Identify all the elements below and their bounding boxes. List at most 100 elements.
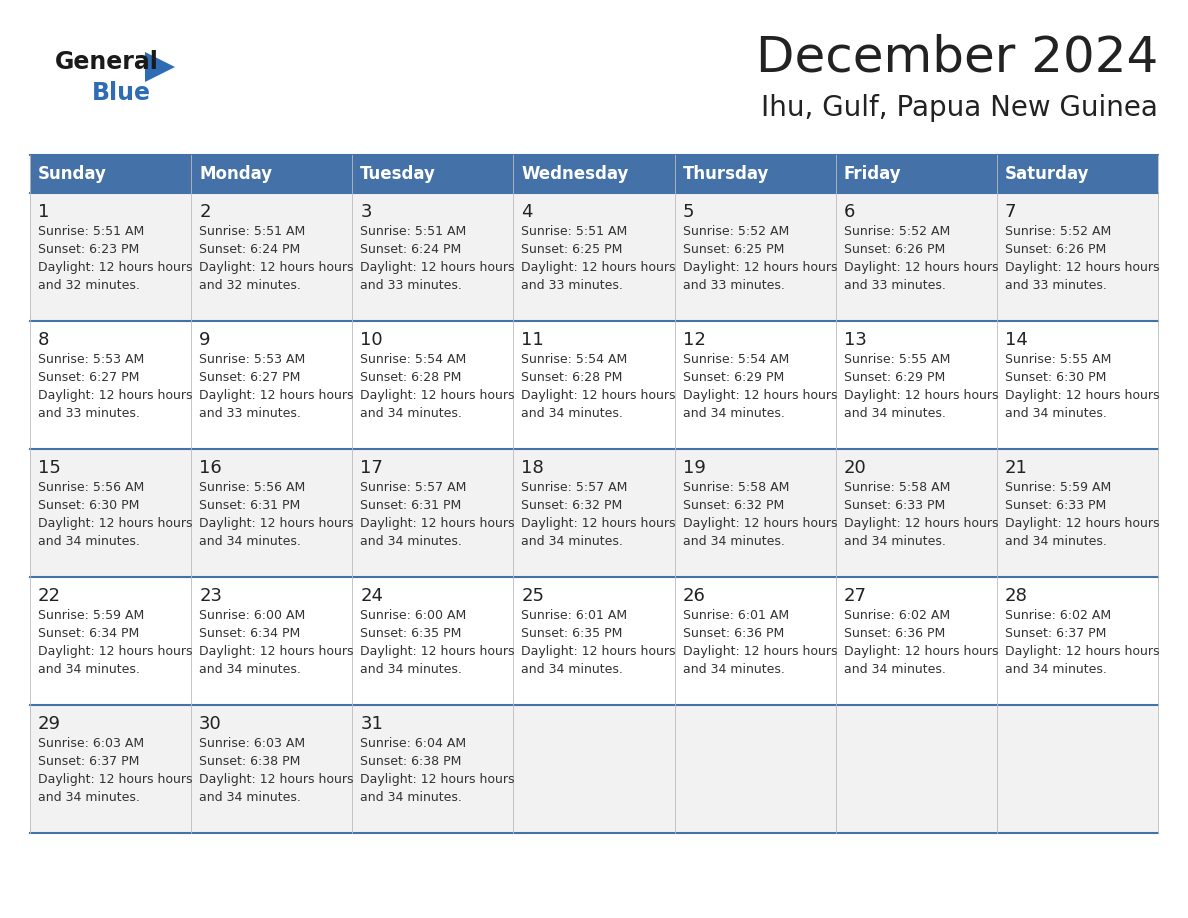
Text: Sunrise: 6:03 AM
Sunset: 6:37 PM
Daylight: 12 hours hours
and 34 minutes.: Sunrise: 6:03 AM Sunset: 6:37 PM Dayligh… bbox=[38, 737, 192, 804]
Text: Ihu, Gulf, Papua New Guinea: Ihu, Gulf, Papua New Guinea bbox=[762, 94, 1158, 122]
Bar bbox=[835, 577, 997, 705]
Text: 8: 8 bbox=[38, 331, 50, 349]
Text: 25: 25 bbox=[522, 587, 544, 605]
Bar bbox=[30, 577, 191, 705]
Text: 30: 30 bbox=[200, 715, 222, 733]
Text: 17: 17 bbox=[360, 459, 384, 477]
Bar bbox=[30, 193, 191, 321]
Bar bbox=[191, 577, 353, 705]
Text: 14: 14 bbox=[1005, 331, 1028, 349]
Bar bbox=[30, 321, 191, 449]
Bar bbox=[675, 705, 835, 833]
Text: Sunrise: 5:55 AM
Sunset: 6:29 PM
Daylight: 12 hours hours
and 34 minutes.: Sunrise: 5:55 AM Sunset: 6:29 PM Dayligh… bbox=[843, 353, 998, 420]
Text: Sunrise: 5:51 AM
Sunset: 6:24 PM
Daylight: 12 hours hours
and 32 minutes.: Sunrise: 5:51 AM Sunset: 6:24 PM Dayligh… bbox=[200, 225, 354, 292]
Bar bbox=[675, 155, 835, 193]
Text: General: General bbox=[55, 50, 159, 74]
Bar bbox=[675, 449, 835, 577]
Bar bbox=[191, 449, 353, 577]
Text: 13: 13 bbox=[843, 331, 866, 349]
Text: Sunrise: 5:56 AM
Sunset: 6:31 PM
Daylight: 12 hours hours
and 34 minutes.: Sunrise: 5:56 AM Sunset: 6:31 PM Dayligh… bbox=[200, 481, 354, 548]
Text: 31: 31 bbox=[360, 715, 384, 733]
Bar bbox=[513, 155, 675, 193]
Text: Sunrise: 6:01 AM
Sunset: 6:36 PM
Daylight: 12 hours hours
and 34 minutes.: Sunrise: 6:01 AM Sunset: 6:36 PM Dayligh… bbox=[683, 609, 838, 676]
Text: Tuesday: Tuesday bbox=[360, 165, 436, 183]
Bar bbox=[30, 705, 191, 833]
Bar bbox=[835, 705, 997, 833]
Text: Sunrise: 5:51 AM
Sunset: 6:25 PM
Daylight: 12 hours hours
and 33 minutes.: Sunrise: 5:51 AM Sunset: 6:25 PM Dayligh… bbox=[522, 225, 676, 292]
Text: Sunrise: 6:02 AM
Sunset: 6:37 PM
Daylight: 12 hours hours
and 34 minutes.: Sunrise: 6:02 AM Sunset: 6:37 PM Dayligh… bbox=[1005, 609, 1159, 676]
Text: Sunrise: 5:57 AM
Sunset: 6:32 PM
Daylight: 12 hours hours
and 34 minutes.: Sunrise: 5:57 AM Sunset: 6:32 PM Dayligh… bbox=[522, 481, 676, 548]
Text: Sunrise: 6:03 AM
Sunset: 6:38 PM
Daylight: 12 hours hours
and 34 minutes.: Sunrise: 6:03 AM Sunset: 6:38 PM Dayligh… bbox=[200, 737, 354, 804]
Bar bbox=[997, 193, 1158, 321]
Bar bbox=[513, 449, 675, 577]
Text: 6: 6 bbox=[843, 203, 855, 221]
Text: 11: 11 bbox=[522, 331, 544, 349]
Bar bbox=[513, 705, 675, 833]
Text: 16: 16 bbox=[200, 459, 222, 477]
Text: Sunrise: 5:58 AM
Sunset: 6:32 PM
Daylight: 12 hours hours
and 34 minutes.: Sunrise: 5:58 AM Sunset: 6:32 PM Dayligh… bbox=[683, 481, 838, 548]
Text: Sunrise: 5:51 AM
Sunset: 6:23 PM
Daylight: 12 hours hours
and 32 minutes.: Sunrise: 5:51 AM Sunset: 6:23 PM Dayligh… bbox=[38, 225, 192, 292]
Bar bbox=[353, 449, 513, 577]
Text: Sunrise: 5:54 AM
Sunset: 6:28 PM
Daylight: 12 hours hours
and 34 minutes.: Sunrise: 5:54 AM Sunset: 6:28 PM Dayligh… bbox=[360, 353, 514, 420]
Text: Sunrise: 5:56 AM
Sunset: 6:30 PM
Daylight: 12 hours hours
and 34 minutes.: Sunrise: 5:56 AM Sunset: 6:30 PM Dayligh… bbox=[38, 481, 192, 548]
Text: 19: 19 bbox=[683, 459, 706, 477]
Text: Sunday: Sunday bbox=[38, 165, 107, 183]
Bar bbox=[353, 577, 513, 705]
Text: 10: 10 bbox=[360, 331, 383, 349]
Text: Sunrise: 5:54 AM
Sunset: 6:28 PM
Daylight: 12 hours hours
and 34 minutes.: Sunrise: 5:54 AM Sunset: 6:28 PM Dayligh… bbox=[522, 353, 676, 420]
Text: Thursday: Thursday bbox=[683, 165, 769, 183]
Bar bbox=[997, 577, 1158, 705]
Text: December 2024: December 2024 bbox=[756, 34, 1158, 82]
Text: 26: 26 bbox=[683, 587, 706, 605]
Text: Sunrise: 5:53 AM
Sunset: 6:27 PM
Daylight: 12 hours hours
and 33 minutes.: Sunrise: 5:53 AM Sunset: 6:27 PM Dayligh… bbox=[38, 353, 192, 420]
Text: 24: 24 bbox=[360, 587, 384, 605]
Bar bbox=[835, 449, 997, 577]
Text: Sunrise: 5:58 AM
Sunset: 6:33 PM
Daylight: 12 hours hours
and 34 minutes.: Sunrise: 5:58 AM Sunset: 6:33 PM Dayligh… bbox=[843, 481, 998, 548]
Text: Sunrise: 5:52 AM
Sunset: 6:25 PM
Daylight: 12 hours hours
and 33 minutes.: Sunrise: 5:52 AM Sunset: 6:25 PM Dayligh… bbox=[683, 225, 838, 292]
Text: 22: 22 bbox=[38, 587, 61, 605]
Text: Sunrise: 6:01 AM
Sunset: 6:35 PM
Daylight: 12 hours hours
and 34 minutes.: Sunrise: 6:01 AM Sunset: 6:35 PM Dayligh… bbox=[522, 609, 676, 676]
Bar bbox=[513, 577, 675, 705]
Text: 9: 9 bbox=[200, 331, 210, 349]
Bar bbox=[997, 449, 1158, 577]
Text: 18: 18 bbox=[522, 459, 544, 477]
Bar bbox=[513, 193, 675, 321]
Bar bbox=[353, 321, 513, 449]
Text: Sunrise: 5:53 AM
Sunset: 6:27 PM
Daylight: 12 hours hours
and 33 minutes.: Sunrise: 5:53 AM Sunset: 6:27 PM Dayligh… bbox=[200, 353, 354, 420]
Bar bbox=[513, 321, 675, 449]
Text: Sunrise: 5:52 AM
Sunset: 6:26 PM
Daylight: 12 hours hours
and 33 minutes.: Sunrise: 5:52 AM Sunset: 6:26 PM Dayligh… bbox=[1005, 225, 1159, 292]
Text: 28: 28 bbox=[1005, 587, 1028, 605]
Text: 2: 2 bbox=[200, 203, 210, 221]
Text: Sunrise: 5:51 AM
Sunset: 6:24 PM
Daylight: 12 hours hours
and 33 minutes.: Sunrise: 5:51 AM Sunset: 6:24 PM Dayligh… bbox=[360, 225, 514, 292]
Bar bbox=[353, 193, 513, 321]
Text: 7: 7 bbox=[1005, 203, 1017, 221]
Text: Sunrise: 6:00 AM
Sunset: 6:35 PM
Daylight: 12 hours hours
and 34 minutes.: Sunrise: 6:00 AM Sunset: 6:35 PM Dayligh… bbox=[360, 609, 514, 676]
Text: Blue: Blue bbox=[91, 81, 151, 105]
Bar bbox=[191, 705, 353, 833]
Bar bbox=[675, 193, 835, 321]
Bar bbox=[997, 155, 1158, 193]
Bar bbox=[353, 155, 513, 193]
Polygon shape bbox=[145, 52, 175, 82]
Text: Monday: Monday bbox=[200, 165, 272, 183]
Text: 1: 1 bbox=[38, 203, 50, 221]
Text: 23: 23 bbox=[200, 587, 222, 605]
Bar bbox=[997, 705, 1158, 833]
Text: 21: 21 bbox=[1005, 459, 1028, 477]
Bar bbox=[30, 155, 191, 193]
Text: 5: 5 bbox=[683, 203, 694, 221]
Text: Sunrise: 5:55 AM
Sunset: 6:30 PM
Daylight: 12 hours hours
and 34 minutes.: Sunrise: 5:55 AM Sunset: 6:30 PM Dayligh… bbox=[1005, 353, 1159, 420]
Text: Saturday: Saturday bbox=[1005, 165, 1089, 183]
Text: Sunrise: 5:54 AM
Sunset: 6:29 PM
Daylight: 12 hours hours
and 34 minutes.: Sunrise: 5:54 AM Sunset: 6:29 PM Dayligh… bbox=[683, 353, 838, 420]
Text: Sunrise: 6:02 AM
Sunset: 6:36 PM
Daylight: 12 hours hours
and 34 minutes.: Sunrise: 6:02 AM Sunset: 6:36 PM Dayligh… bbox=[843, 609, 998, 676]
Bar bbox=[191, 155, 353, 193]
Bar bbox=[675, 321, 835, 449]
Bar bbox=[353, 705, 513, 833]
Text: Sunrise: 5:52 AM
Sunset: 6:26 PM
Daylight: 12 hours hours
and 33 minutes.: Sunrise: 5:52 AM Sunset: 6:26 PM Dayligh… bbox=[843, 225, 998, 292]
Text: 29: 29 bbox=[38, 715, 61, 733]
Text: 15: 15 bbox=[38, 459, 61, 477]
Text: Sunrise: 5:57 AM
Sunset: 6:31 PM
Daylight: 12 hours hours
and 34 minutes.: Sunrise: 5:57 AM Sunset: 6:31 PM Dayligh… bbox=[360, 481, 514, 548]
Text: Sunrise: 6:04 AM
Sunset: 6:38 PM
Daylight: 12 hours hours
and 34 minutes.: Sunrise: 6:04 AM Sunset: 6:38 PM Dayligh… bbox=[360, 737, 514, 804]
Bar bbox=[835, 321, 997, 449]
Text: 4: 4 bbox=[522, 203, 533, 221]
